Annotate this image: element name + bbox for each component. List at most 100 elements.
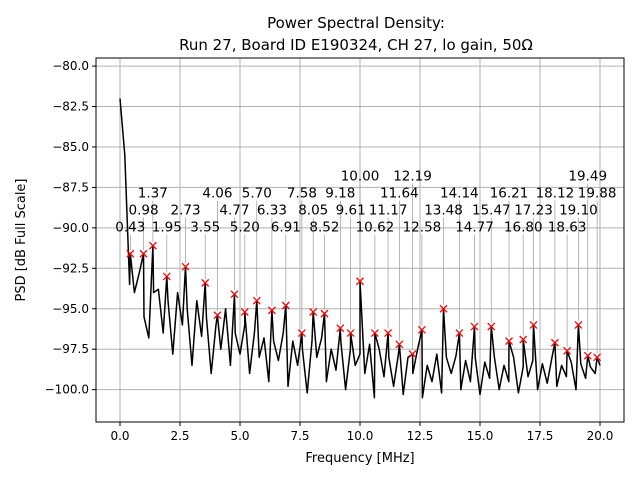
peak-marker bbox=[487, 322, 496, 331]
peak-marker-stroke bbox=[281, 301, 290, 310]
peak-marker-stroke bbox=[370, 329, 379, 337]
peak-label: 18.12 bbox=[536, 186, 575, 202]
peak-label: 6.91 bbox=[271, 220, 301, 236]
peak-label: 5.20 bbox=[230, 220, 260, 236]
peak-marker-stroke bbox=[384, 329, 393, 337]
peak-marker bbox=[593, 353, 602, 362]
peak-label: 1.37 bbox=[138, 186, 168, 202]
peak-marker-stroke bbox=[356, 277, 364, 286]
peak-marker bbox=[408, 350, 417, 359]
peak-marker-stroke bbox=[574, 320, 583, 329]
peak-marker bbox=[139, 249, 148, 258]
peak-marker-stroke bbox=[505, 337, 513, 346]
peak-marker-stroke bbox=[417, 325, 426, 334]
peak-marker bbox=[346, 329, 355, 337]
peak-marker-stroke bbox=[181, 262, 190, 271]
peak-marker bbox=[529, 320, 538, 329]
peak-marker-stroke bbox=[487, 322, 496, 331]
peak-label: 17.23 bbox=[514, 203, 553, 219]
x-axis-label: Frequency [MHz] bbox=[305, 451, 414, 466]
peak-marker-stroke bbox=[550, 338, 559, 347]
peak-label: 10.62 bbox=[356, 220, 395, 236]
peak-label: 2.73 bbox=[171, 203, 201, 219]
peak-marker bbox=[148, 241, 157, 250]
peak-marker bbox=[336, 324, 345, 333]
peak-label: 11.64 bbox=[380, 186, 419, 202]
peak-marker bbox=[574, 320, 583, 329]
peak-marker-stroke bbox=[593, 353, 602, 362]
peak-marker bbox=[384, 329, 393, 337]
peak-marker bbox=[417, 325, 426, 334]
peak-marker bbox=[297, 329, 306, 337]
peak-label: 16.80 bbox=[504, 220, 543, 236]
peak-label: 9.18 bbox=[325, 186, 355, 202]
peak-label: 13.48 bbox=[424, 203, 463, 219]
peak-label: 12.19 bbox=[393, 169, 432, 185]
peak-label: 14.77 bbox=[455, 220, 494, 236]
peak-label: 19.10 bbox=[559, 203, 598, 219]
x-tick-label: 12.5 bbox=[407, 429, 434, 443]
peak-marker-stroke bbox=[139, 249, 148, 258]
y-tick-label: −85.0 bbox=[52, 140, 89, 154]
peak-marker bbox=[309, 308, 318, 316]
x-tick-label: 20.0 bbox=[587, 429, 614, 443]
peak-marker bbox=[281, 301, 290, 310]
chart-title-line2: Run 27, Board ID E190324, CH 27, lo gain… bbox=[179, 36, 533, 54]
peak-marker-stroke bbox=[395, 340, 404, 349]
peak-label: 18.63 bbox=[548, 220, 587, 236]
y-tick-label: −100.0 bbox=[45, 383, 89, 397]
peak-labels: 0.430.981.37 1.952.733.55 4.064.775.20 5.70… bbox=[115, 169, 616, 236]
peak-marker-stroke bbox=[201, 278, 210, 287]
peak-label: 5.70 bbox=[242, 186, 272, 202]
peak-marker bbox=[356, 277, 364, 286]
peak-label: 12.58 bbox=[403, 220, 442, 236]
x-tick-label: 7.5 bbox=[290, 429, 309, 443]
peak-marker-stroke bbox=[267, 306, 276, 315]
peak-label: 3.55 bbox=[190, 220, 220, 236]
peak-marker bbox=[550, 338, 559, 347]
peak-label: 1.95 bbox=[152, 220, 182, 236]
peak-marker-stroke bbox=[162, 272, 171, 281]
peak-marker-stroke bbox=[563, 346, 572, 355]
x-tick-label: 17.5 bbox=[527, 429, 554, 443]
peak-label: 8.05 bbox=[298, 203, 328, 219]
peak-marker bbox=[455, 329, 464, 337]
x-tick-label: 0.0 bbox=[110, 429, 129, 443]
peak-marker-stroke bbox=[455, 329, 464, 337]
y-tick-label: −90.0 bbox=[52, 221, 89, 235]
peak-marker-stroke bbox=[346, 329, 355, 337]
peak-marker-stroke bbox=[583, 351, 592, 360]
peak-marker-stroke bbox=[439, 304, 448, 313]
peak-label: 8.52 bbox=[309, 220, 339, 236]
peak-marker bbox=[181, 262, 190, 271]
peak-label: 6.33 bbox=[257, 203, 287, 219]
peak-marker-stroke bbox=[126, 249, 135, 258]
peak-label: 4.77 bbox=[219, 203, 249, 219]
y-tick-label: −95.0 bbox=[52, 302, 89, 316]
peak-marker-stroke bbox=[148, 241, 157, 250]
peak-marker-stroke bbox=[309, 308, 318, 316]
peak-marker-stroke bbox=[240, 308, 249, 316]
peak-label: 19.49 bbox=[568, 169, 607, 185]
peak-label: 4.06 bbox=[202, 186, 232, 202]
peak-marker bbox=[126, 249, 135, 258]
peak-marker-stroke bbox=[470, 322, 479, 331]
peak-marker bbox=[395, 340, 404, 349]
peak-label: 10.00 bbox=[341, 169, 380, 185]
peak-marker bbox=[162, 272, 171, 281]
peak-marker-stroke bbox=[519, 335, 528, 344]
y-tick-label: −80.0 bbox=[52, 59, 89, 73]
peak-marker bbox=[201, 278, 210, 287]
x-tick-label: 2.5 bbox=[170, 429, 189, 443]
plot-area bbox=[119, 98, 602, 399]
x-tick-label: 15.0 bbox=[467, 429, 494, 443]
y-tick-label: −82.5 bbox=[52, 100, 89, 114]
x-tick-label: 10.0 bbox=[347, 429, 374, 443]
y-tick-label: −97.5 bbox=[52, 342, 89, 356]
peak-label: 16.21 bbox=[490, 186, 529, 202]
peak-label: 9.61 bbox=[336, 203, 366, 219]
y-tick-label: −92.5 bbox=[52, 261, 89, 275]
peak-marker bbox=[563, 346, 572, 355]
chart-title-line1: Power Spectral Density: bbox=[267, 14, 445, 32]
